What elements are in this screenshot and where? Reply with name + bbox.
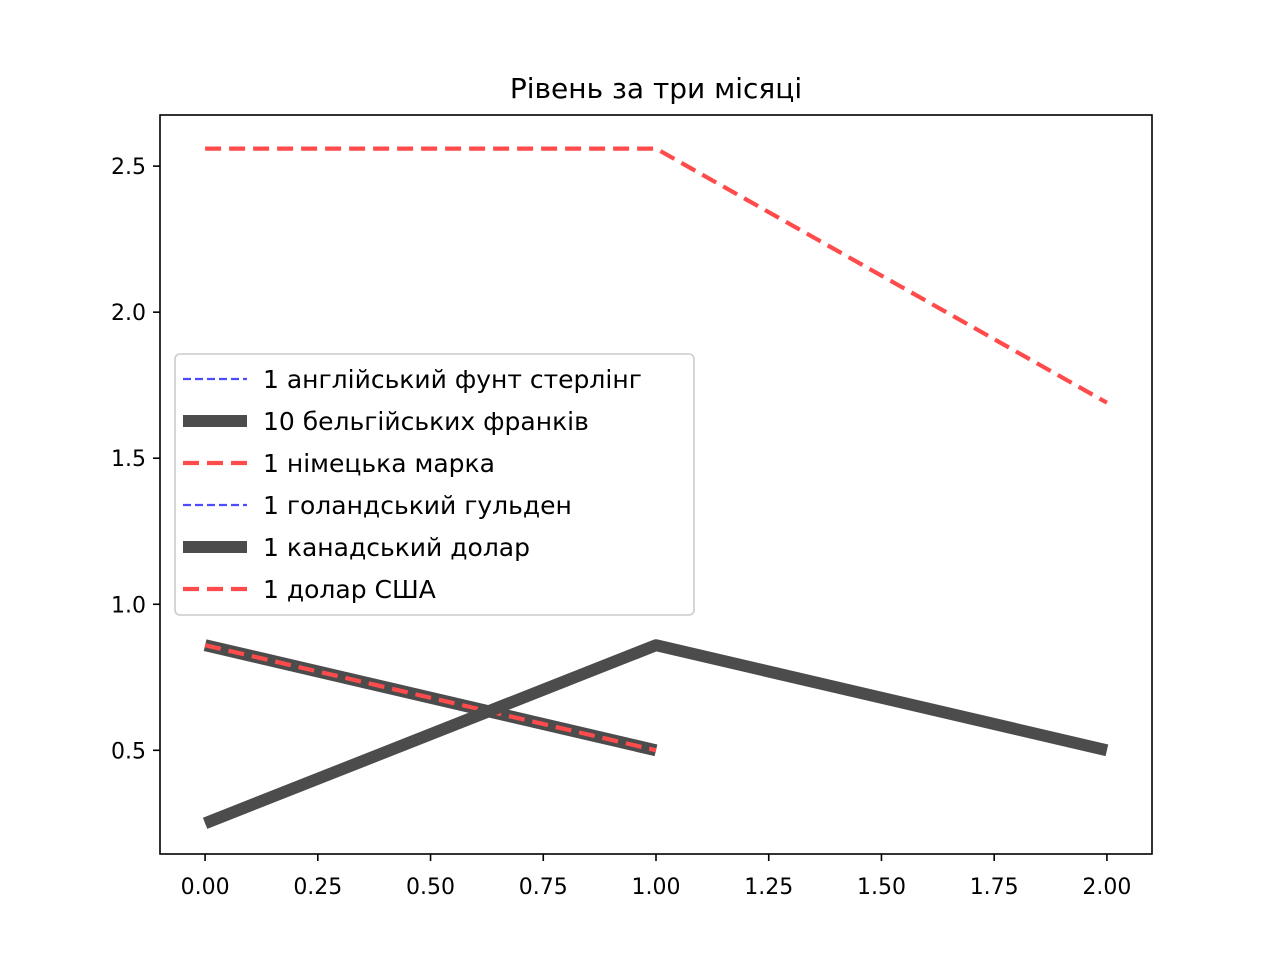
legend-label-1: 1 англійський фунт стерлінг: [263, 365, 642, 394]
x-axis: 0.00 0.25 0.50 0.75 1.00 1.25 1.50 1.75 2.00: [181, 854, 1131, 900]
legend-label-3: 1 німецька марка: [263, 449, 495, 478]
x-tick-label: 2.00: [1082, 875, 1131, 900]
x-tick-label: 1.50: [857, 875, 906, 900]
legend-label-6: 1 долар США: [263, 575, 436, 604]
x-tick-label: 0.25: [293, 875, 342, 900]
y-tick-label: 2.0: [111, 301, 146, 326]
y-tick-label: 0.5: [111, 739, 146, 764]
x-tick-label: 0.50: [406, 875, 455, 900]
series-line-6: [205, 146, 1108, 405]
series-line-3: [204, 643, 657, 753]
y-tick-label: 2.5: [111, 155, 146, 180]
y-axis: 0.5 1.0 1.5 2.0 2.5: [111, 155, 160, 764]
series-line-5: [202, 639, 1109, 829]
y-tick-label: 1.0: [111, 593, 146, 618]
x-tick-label: 1.75: [970, 875, 1019, 900]
series-layer: [202, 146, 1109, 829]
legend: 1 англійський фунт стерлінг 10 бельгійськ…: [174, 353, 695, 616]
x-tick-label: 0.75: [519, 875, 568, 900]
legend-box: [174, 353, 695, 616]
legend-label-2: 10 бельгійських франків: [263, 407, 589, 436]
x-tick-label: 1.00: [632, 875, 681, 900]
chart-title: Рівень за три місяці: [510, 72, 802, 105]
x-tick-label: 0.00: [181, 875, 230, 900]
y-tick-label: 1.5: [111, 447, 146, 472]
legend-label-4: 1 голандський гульден: [263, 491, 572, 520]
legend-label-5: 1 канадський долар: [263, 533, 530, 562]
x-tick-label: 1.25: [744, 875, 793, 900]
